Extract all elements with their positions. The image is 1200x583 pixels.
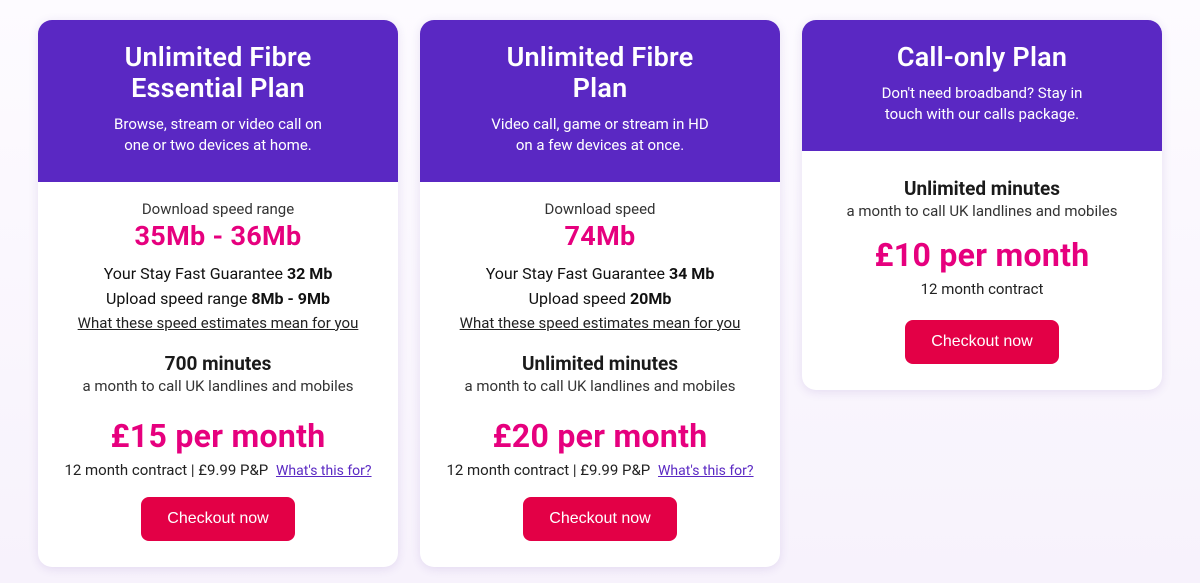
plan-title-line1: Unlimited Fibre: [125, 41, 312, 73]
download-speed-value: 74Mb: [442, 220, 758, 252]
whats-this-link[interactable]: What's this for?: [276, 463, 372, 479]
plan-tagline: Browse, stream or video call on one or t…: [66, 114, 370, 156]
minutes-title: Unlimited minutes: [442, 352, 758, 375]
plan-price: £10 per month: [824, 236, 1140, 274]
checkout-button[interactable]: Checkout now: [523, 497, 676, 541]
plan-title: Unlimited Fibre Plan: [448, 42, 752, 104]
contract-text: 12 month contract | £9.99 P&P: [64, 461, 268, 479]
guarantee-value: 32 Mb: [287, 264, 332, 283]
download-speed-label: Download speed range: [60, 200, 376, 218]
tagline-line1: Browse, stream or video call on: [114, 115, 322, 133]
plan-header: Call-only Plan Don't need broadband? Sta…: [802, 20, 1162, 151]
minutes-block: 700 minutes a month to call UK landlines…: [60, 352, 376, 395]
plan-title-line1: Unlimited Fibre: [507, 41, 694, 73]
download-speed-label: Download speed: [442, 200, 758, 218]
plan-body: Unlimited minutes a month to call UK lan…: [802, 151, 1162, 390]
upload-line: Upload speed range 8Mb - 9Mb: [60, 287, 376, 312]
guarantee-prefix: Your Stay Fast Guarantee: [486, 264, 669, 283]
minutes-title: Unlimited minutes: [824, 177, 1140, 200]
plan-title: Unlimited Fibre Essential Plan: [66, 42, 370, 104]
plan-tagline: Don't need broadband? Stay in touch with…: [830, 83, 1134, 125]
plan-title-line2: Plan: [573, 72, 628, 104]
speed-estimates-link[interactable]: What these speed estimates mean for you: [78, 314, 359, 332]
guarantee-prefix: Your Stay Fast Guarantee: [104, 264, 287, 283]
contract-text: 12 month contract | £9.99 P&P: [446, 461, 650, 479]
checkout-button[interactable]: Checkout now: [141, 497, 294, 541]
plan-title: Call-only Plan: [830, 42, 1134, 73]
contract-line: 12 month contract: [824, 280, 1140, 298]
plan-card-essential: Unlimited Fibre Essential Plan Browse, s…: [38, 20, 398, 567]
upload-prefix: Upload speed range: [106, 289, 251, 308]
tagline-line2: touch with our calls package.: [885, 105, 1079, 123]
plan-card-fibre: Unlimited Fibre Plan Video call, game or…: [420, 20, 780, 567]
guarantee-value: 34 Mb: [669, 264, 714, 283]
minutes-title: 700 minutes: [60, 352, 376, 375]
upload-value: 8Mb - 9Mb: [251, 289, 330, 308]
tagline-line1: Don't need broadband? Stay in: [882, 84, 1083, 102]
speed-estimates-link[interactable]: What these speed estimates mean for you: [460, 314, 741, 332]
minutes-sub: a month to call UK landlines and mobiles: [442, 377, 758, 395]
upload-line: Upload speed 20Mb: [442, 287, 758, 312]
plan-price: £15 per month: [60, 417, 376, 455]
guarantee-line: Your Stay Fast Guarantee 34 Mb: [442, 262, 758, 287]
plan-price: £20 per month: [442, 417, 758, 455]
plan-body: Download speed 74Mb Your Stay Fast Guara…: [420, 182, 780, 567]
plan-card-call-only: Call-only Plan Don't need broadband? Sta…: [802, 20, 1162, 390]
minutes-sub: a month to call UK landlines and mobiles: [60, 377, 376, 395]
upload-prefix: Upload speed: [529, 289, 630, 308]
tagline-line2: on a few devices at once.: [516, 136, 684, 154]
contract-line: 12 month contract | £9.99 P&P What's thi…: [442, 461, 758, 479]
upload-value: 20Mb: [630, 289, 671, 308]
minutes-block: Unlimited minutes a month to call UK lan…: [442, 352, 758, 395]
plan-header: Unlimited Fibre Plan Video call, game or…: [420, 20, 780, 182]
whats-this-link[interactable]: What's this for?: [658, 463, 754, 479]
guarantee-line: Your Stay Fast Guarantee 32 Mb: [60, 262, 376, 287]
plan-title-line1: Call-only Plan: [897, 41, 1067, 73]
checkout-button[interactable]: Checkout now: [905, 320, 1058, 364]
contract-line: 12 month contract | £9.99 P&P What's thi…: [60, 461, 376, 479]
minutes-sub: a month to call UK landlines and mobiles: [824, 202, 1140, 220]
plan-title-line2: Essential Plan: [131, 72, 305, 104]
plan-header: Unlimited Fibre Essential Plan Browse, s…: [38, 20, 398, 182]
tagline-line2: one or two devices at home.: [124, 136, 312, 154]
contract-text: 12 month contract: [921, 280, 1044, 298]
tagline-line1: Video call, game or stream in HD: [491, 115, 708, 133]
plan-tagline: Video call, game or stream in HD on a fe…: [448, 114, 752, 156]
download-speed-value: 35Mb - 36Mb: [60, 220, 376, 252]
plan-body: Download speed range 35Mb - 36Mb Your St…: [38, 182, 398, 567]
